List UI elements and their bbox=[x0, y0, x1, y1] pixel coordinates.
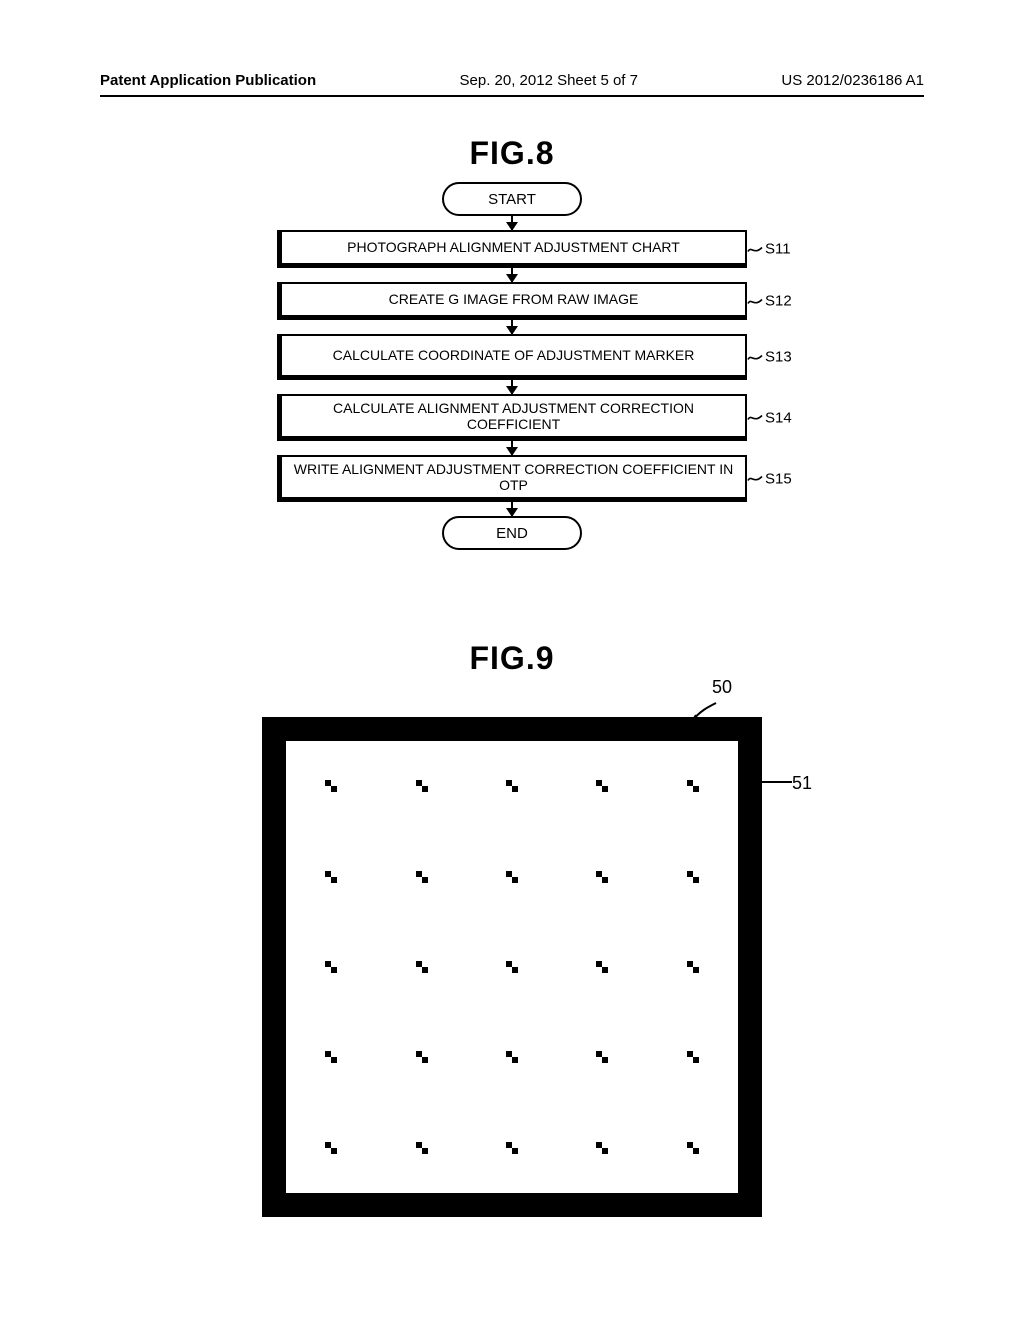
alignment-marker bbox=[596, 1051, 608, 1063]
alignment-marker bbox=[325, 961, 337, 973]
page-header: Patent Application Publication Sep. 20, … bbox=[100, 72, 924, 97]
alignment-marker bbox=[687, 1142, 699, 1154]
alignment-marker bbox=[506, 871, 518, 883]
flow-start-label: START bbox=[488, 191, 536, 208]
leader-arrow-icon bbox=[742, 781, 792, 783]
alignment-marker bbox=[687, 871, 699, 883]
flow-step-id: S11 bbox=[747, 241, 791, 258]
flow-arrow bbox=[511, 268, 513, 282]
flow-end: END bbox=[442, 516, 582, 550]
flow-step: CALCULATE ALIGNMENT ADJUSTMENT CORRECTIO… bbox=[277, 394, 747, 441]
alignment-marker bbox=[687, 961, 699, 973]
leader-curve-icon bbox=[747, 241, 763, 257]
alignment-marker bbox=[416, 780, 428, 792]
alignment-chart-frame bbox=[262, 717, 762, 1217]
flow-arrow bbox=[511, 216, 513, 230]
alignment-marker bbox=[596, 961, 608, 973]
flow-step-text: CALCULATE COORDINATE OF ADJUSTMENT MARKE… bbox=[333, 347, 695, 363]
header-mid: Sep. 20, 2012 Sheet 5 of 7 bbox=[460, 72, 638, 89]
figure-9: FIG.9 50 51 bbox=[0, 640, 1024, 1217]
alignment-marker bbox=[325, 871, 337, 883]
flow-step-text: PHOTOGRAPH ALIGNMENT ADJUSTMENT CHART bbox=[347, 239, 680, 255]
flow-step-id-text: S14 bbox=[765, 409, 792, 426]
alignment-marker bbox=[596, 780, 608, 792]
alignment-marker bbox=[687, 780, 699, 792]
alignment-marker bbox=[506, 1051, 518, 1063]
alignment-marker bbox=[416, 871, 428, 883]
alignment-marker bbox=[325, 1142, 337, 1154]
header-right: US 2012/0236186 A1 bbox=[781, 72, 924, 89]
flow-step-text: CALCULATE ALIGNMENT ADJUSTMENT CORRECTIO… bbox=[290, 400, 737, 432]
flow-step-id: S12 bbox=[747, 293, 792, 310]
flow-step-id: S14 bbox=[747, 409, 792, 426]
chart-ref-number: 50 bbox=[712, 677, 732, 698]
flow-step-wrap: PHOTOGRAPH ALIGNMENT ADJUSTMENT CHART S1… bbox=[277, 230, 747, 268]
leader-curve-icon bbox=[747, 410, 763, 426]
marker-ref-number: 51 bbox=[792, 773, 812, 794]
flow-end-label: END bbox=[496, 525, 528, 542]
leader-curve-icon bbox=[747, 293, 763, 309]
alignment-marker bbox=[416, 961, 428, 973]
flow-step-id-text: S11 bbox=[765, 241, 791, 258]
flow-step: CREATE G IMAGE FROM RAW IMAGE bbox=[277, 282, 747, 320]
fig9-title: FIG.9 bbox=[469, 640, 554, 677]
flow-step-wrap: WRITE ALIGNMENT ADJUSTMENT CORRECTION CO… bbox=[277, 455, 747, 502]
leader-curve-icon bbox=[747, 349, 763, 365]
alignment-marker bbox=[325, 1051, 337, 1063]
flowchart: START PHOTOGRAPH ALIGNMENT ADJUSTMENT CH… bbox=[277, 182, 747, 550]
flow-step: CALCULATE COORDINATE OF ADJUSTMENT MARKE… bbox=[277, 334, 747, 380]
alignment-chart-wrap: 50 51 bbox=[262, 717, 762, 1217]
flow-step: PHOTOGRAPH ALIGNMENT ADJUSTMENT CHART bbox=[277, 230, 747, 268]
flow-step-id-text: S15 bbox=[765, 470, 792, 487]
flow-step-text: WRITE ALIGNMENT ADJUSTMENT CORRECTION CO… bbox=[290, 461, 737, 493]
alignment-marker bbox=[596, 871, 608, 883]
flow-step-wrap: CALCULATE COORDINATE OF ADJUSTMENT MARKE… bbox=[277, 334, 747, 380]
alignment-marker bbox=[325, 780, 337, 792]
header-left: Patent Application Publication bbox=[100, 72, 316, 89]
alignment-marker bbox=[506, 961, 518, 973]
flow-arrow bbox=[511, 502, 513, 516]
flow-arrow bbox=[511, 320, 513, 334]
figure-8: FIG.8 START PHOTOGRAPH ALIGNMENT ADJUSTM… bbox=[0, 135, 1024, 550]
flow-step-text: CREATE G IMAGE FROM RAW IMAGE bbox=[389, 291, 639, 307]
fig8-title: FIG.8 bbox=[469, 135, 554, 172]
flow-arrow bbox=[511, 441, 513, 455]
alignment-marker bbox=[506, 1142, 518, 1154]
flow-step-id-text: S13 bbox=[765, 349, 792, 366]
flow-step-id: S15 bbox=[747, 470, 792, 487]
flow-step-id: S13 bbox=[747, 349, 792, 366]
alignment-marker bbox=[506, 780, 518, 792]
flow-step-wrap: CREATE G IMAGE FROM RAW IMAGE S12 bbox=[277, 282, 747, 320]
flow-step-wrap: CALCULATE ALIGNMENT ADJUSTMENT CORRECTIO… bbox=[277, 394, 747, 441]
leader-curve-icon bbox=[747, 471, 763, 487]
flow-start: START bbox=[442, 182, 582, 216]
flow-step-id-text: S12 bbox=[765, 293, 792, 310]
flow-arrow bbox=[511, 380, 513, 394]
alignment-marker bbox=[687, 1051, 699, 1063]
flow-step: WRITE ALIGNMENT ADJUSTMENT CORRECTION CO… bbox=[277, 455, 747, 502]
alignment-marker bbox=[416, 1051, 428, 1063]
alignment-marker bbox=[596, 1142, 608, 1154]
alignment-marker bbox=[416, 1142, 428, 1154]
